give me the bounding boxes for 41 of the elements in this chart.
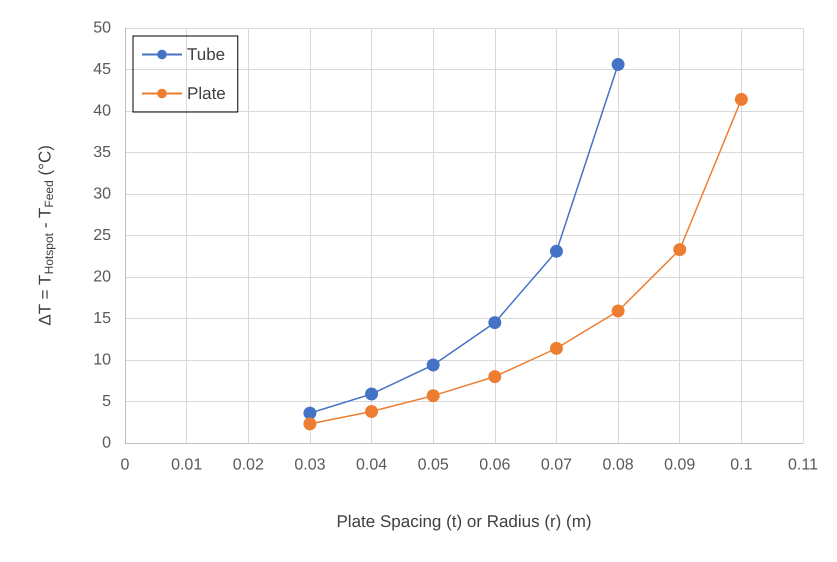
x-tick-label: 0.07 (540, 456, 572, 474)
x-tick-label: 0.11 (788, 456, 818, 474)
x-tick-label: 0 (120, 456, 130, 474)
y-tick-label: 0 (102, 434, 112, 452)
y-tick-label: 10 (93, 352, 112, 368)
x-tick-label: 0.09 (664, 456, 696, 474)
point (734, 92, 748, 106)
point (365, 404, 378, 418)
y-tick-label: 20 (93, 268, 112, 286)
y-tick-label: 40 (93, 102, 112, 120)
point (303, 406, 316, 420)
x-tick-label: 0.03 (294, 456, 326, 474)
point (303, 417, 316, 430)
point (673, 243, 686, 256)
point (488, 316, 502, 330)
y-tick-label: 5 (102, 393, 112, 410)
x-tick-label: 0.06 (479, 456, 510, 474)
x-tick-label: 0.08 (602, 456, 634, 474)
point (550, 342, 563, 355)
x-tick-label: 0.02 (232, 456, 264, 474)
point (426, 389, 440, 402)
x-axis-title: Plate Spacing (t) or Radius (r) (m) (336, 512, 592, 531)
y-tick-label: 50 (93, 20, 112, 36)
legend-label: Plate (187, 84, 226, 103)
y-tick-label: 30 (93, 186, 112, 202)
y-tick-label: 35 (93, 144, 112, 161)
x-tick-label: 0.05 (418, 456, 449, 474)
point (612, 58, 625, 72)
x-tick-label: 0.01 (171, 456, 202, 474)
point (488, 370, 502, 384)
point (426, 358, 440, 372)
y-tick-label: 15 (93, 310, 112, 327)
point (365, 388, 378, 401)
x-tick-label: 0.04 (356, 456, 388, 474)
point (612, 304, 625, 318)
y-axis-title: ΔT = THotspot - TFeed (°C) (36, 145, 56, 326)
y-tick-label: 25 (93, 227, 112, 244)
x-tick-label: 0.1 (730, 456, 753, 474)
point (550, 244, 563, 258)
legend-label: Tube (187, 45, 226, 64)
y-tick-label: 45 (93, 61, 112, 78)
